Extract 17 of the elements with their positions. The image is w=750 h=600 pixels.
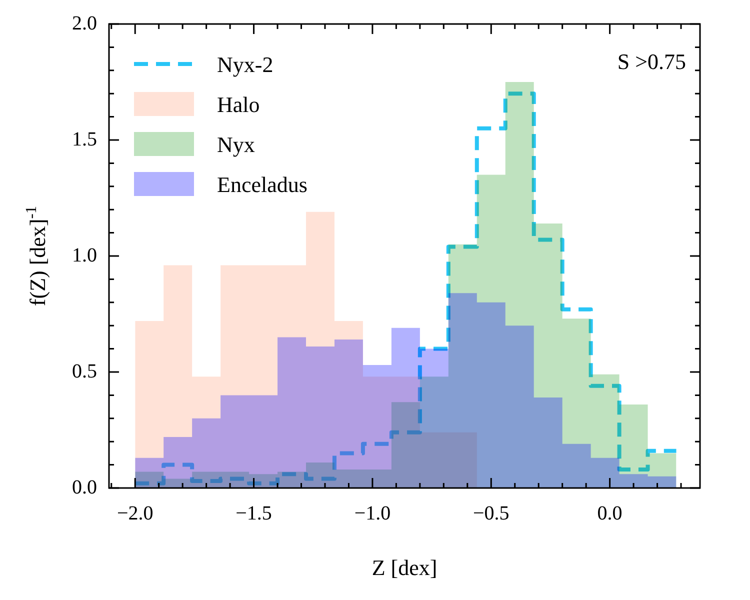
y-tick-label: 0.0 (72, 476, 97, 498)
y-tick-label: 1.0 (72, 244, 97, 266)
legend-label: Halo (217, 92, 260, 117)
x-tick-label: −1.5 (236, 502, 272, 524)
y-tick-label: 2.0 (72, 12, 97, 34)
y-tick-label: 1.5 (72, 128, 97, 150)
legend-label: Nyx-2 (217, 52, 274, 77)
annotation: S >0.75 (617, 49, 686, 74)
x-axis-title: Z [dex] (372, 555, 438, 580)
y-axis-title: f(Z) [dex]-1 (23, 206, 50, 306)
x-tick-label: 0.0 (597, 502, 622, 524)
y-tick-label: 0.5 (72, 360, 97, 382)
x-tick-label: −0.5 (472, 502, 510, 524)
legend-label: Nyx (217, 132, 255, 157)
x-tick-label: −2.0 (116, 502, 154, 524)
x-tick-label: −1.0 (354, 502, 391, 524)
legend-label: Enceladus (217, 172, 308, 197)
